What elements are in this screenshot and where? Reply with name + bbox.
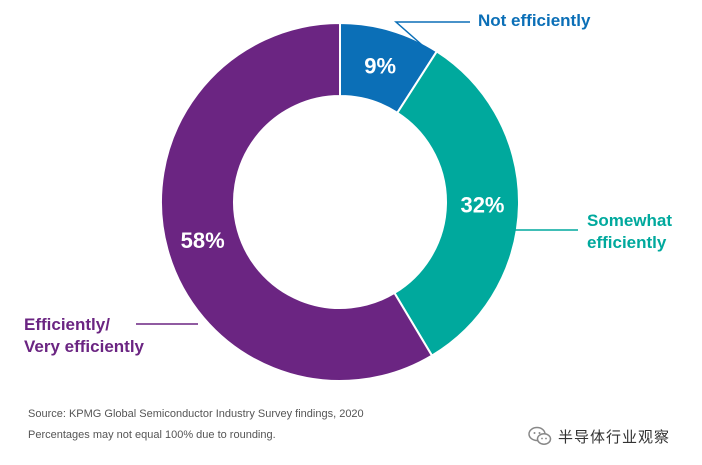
donut-slice-2 xyxy=(160,21,434,382)
slice-value-label-0: 9% xyxy=(364,53,396,78)
slice-value-label-2: 58% xyxy=(181,228,225,253)
slice-category-label-0: Not efficiently xyxy=(478,11,591,30)
slice-category-label-1: Somewhat efficiently xyxy=(587,211,672,252)
source-note: Source: KPMG Global Semiconductor Indust… xyxy=(28,408,364,420)
watermark-text: 半导体行业观察 xyxy=(558,427,671,446)
slice-value-label-1: 32% xyxy=(460,192,504,217)
rounding-note: Percentages may not equal 100% due to ro… xyxy=(28,429,276,441)
wechat-icon xyxy=(528,426,552,445)
donut-slice-1 xyxy=(393,50,520,357)
slice-category-label-2: Efficiently/Very efficiently xyxy=(24,315,145,356)
watermark: 半导体行业观察 xyxy=(528,424,670,448)
leader-line-0 xyxy=(394,21,470,53)
